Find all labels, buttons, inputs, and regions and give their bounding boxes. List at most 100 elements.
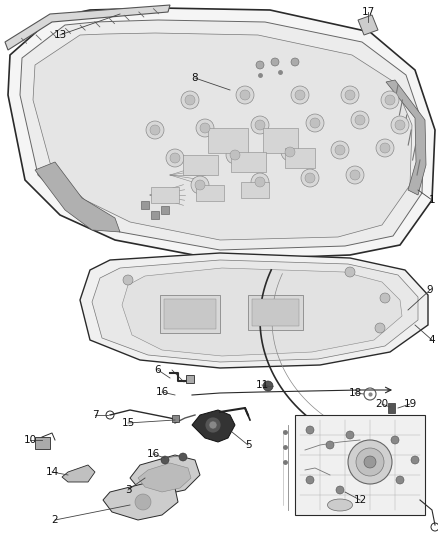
- Polygon shape: [35, 162, 120, 232]
- Circle shape: [263, 381, 273, 391]
- Text: 15: 15: [121, 418, 134, 428]
- Text: 5: 5: [245, 440, 251, 450]
- Circle shape: [123, 275, 133, 285]
- Bar: [285, 148, 315, 168]
- Polygon shape: [386, 80, 426, 195]
- Circle shape: [364, 456, 376, 468]
- Bar: [164, 299, 216, 329]
- Polygon shape: [122, 268, 402, 356]
- Circle shape: [295, 90, 305, 100]
- Text: 10: 10: [24, 435, 36, 445]
- Bar: [208, 127, 248, 152]
- Circle shape: [396, 476, 404, 484]
- Bar: [160, 295, 220, 333]
- Text: 14: 14: [46, 467, 59, 477]
- Circle shape: [291, 86, 309, 104]
- Polygon shape: [62, 465, 95, 482]
- Text: 19: 19: [403, 399, 417, 409]
- Text: 7: 7: [92, 410, 98, 420]
- Circle shape: [346, 166, 364, 184]
- Text: 3: 3: [125, 485, 131, 495]
- Circle shape: [356, 448, 384, 476]
- Circle shape: [146, 121, 164, 139]
- Circle shape: [230, 150, 240, 160]
- Bar: [35, 437, 50, 449]
- Circle shape: [351, 111, 369, 129]
- Bar: [388, 403, 395, 413]
- Circle shape: [301, 169, 319, 187]
- Circle shape: [345, 267, 355, 277]
- Circle shape: [310, 118, 320, 128]
- Circle shape: [179, 453, 187, 461]
- Polygon shape: [5, 5, 170, 50]
- Circle shape: [305, 173, 315, 183]
- Bar: [183, 155, 218, 175]
- Circle shape: [381, 91, 399, 109]
- Circle shape: [200, 123, 210, 133]
- Circle shape: [336, 486, 344, 494]
- Circle shape: [161, 456, 169, 464]
- Bar: [161, 206, 169, 214]
- Text: 11: 11: [255, 380, 268, 390]
- Text: 4: 4: [429, 335, 435, 345]
- Text: 2: 2: [52, 515, 58, 525]
- Circle shape: [291, 58, 299, 66]
- Bar: [295, 415, 425, 515]
- Circle shape: [150, 125, 160, 135]
- Circle shape: [281, 143, 299, 161]
- Polygon shape: [80, 253, 428, 368]
- Polygon shape: [358, 15, 378, 35]
- Text: 8: 8: [192, 73, 198, 83]
- Bar: [248, 295, 303, 330]
- Bar: [172, 415, 179, 422]
- Text: 20: 20: [375, 399, 389, 409]
- Circle shape: [348, 440, 392, 484]
- Circle shape: [306, 426, 314, 434]
- Circle shape: [391, 116, 409, 134]
- Circle shape: [271, 58, 279, 66]
- Circle shape: [411, 456, 419, 464]
- Circle shape: [350, 170, 360, 180]
- Circle shape: [251, 116, 269, 134]
- Circle shape: [185, 95, 195, 105]
- Bar: [151, 211, 159, 219]
- Bar: [230, 152, 265, 172]
- Circle shape: [166, 149, 184, 167]
- Text: 16: 16: [155, 387, 169, 397]
- Text: 18: 18: [348, 388, 362, 398]
- Circle shape: [380, 143, 390, 153]
- Circle shape: [391, 436, 399, 444]
- Text: 17: 17: [361, 7, 374, 17]
- Text: 6: 6: [155, 365, 161, 375]
- Circle shape: [385, 95, 395, 105]
- Text: 13: 13: [53, 30, 67, 40]
- Circle shape: [209, 421, 217, 429]
- Circle shape: [355, 115, 365, 125]
- Circle shape: [191, 176, 209, 194]
- Circle shape: [195, 180, 205, 190]
- Circle shape: [181, 91, 199, 109]
- Circle shape: [331, 141, 349, 159]
- Bar: [196, 185, 224, 201]
- Polygon shape: [8, 8, 435, 260]
- Bar: [252, 299, 299, 326]
- Polygon shape: [20, 20, 424, 250]
- Circle shape: [326, 441, 334, 449]
- Text: 12: 12: [353, 495, 367, 505]
- Polygon shape: [130, 455, 200, 495]
- Circle shape: [226, 146, 244, 164]
- Circle shape: [345, 90, 355, 100]
- Circle shape: [170, 153, 180, 163]
- Circle shape: [346, 431, 354, 439]
- Circle shape: [306, 114, 324, 132]
- Circle shape: [255, 120, 265, 130]
- Text: 1: 1: [429, 195, 435, 205]
- Circle shape: [256, 61, 264, 69]
- Circle shape: [395, 120, 405, 130]
- Circle shape: [341, 86, 359, 104]
- Circle shape: [380, 293, 390, 303]
- Circle shape: [306, 476, 314, 484]
- Polygon shape: [92, 260, 418, 362]
- Circle shape: [196, 119, 214, 137]
- Bar: [262, 127, 297, 152]
